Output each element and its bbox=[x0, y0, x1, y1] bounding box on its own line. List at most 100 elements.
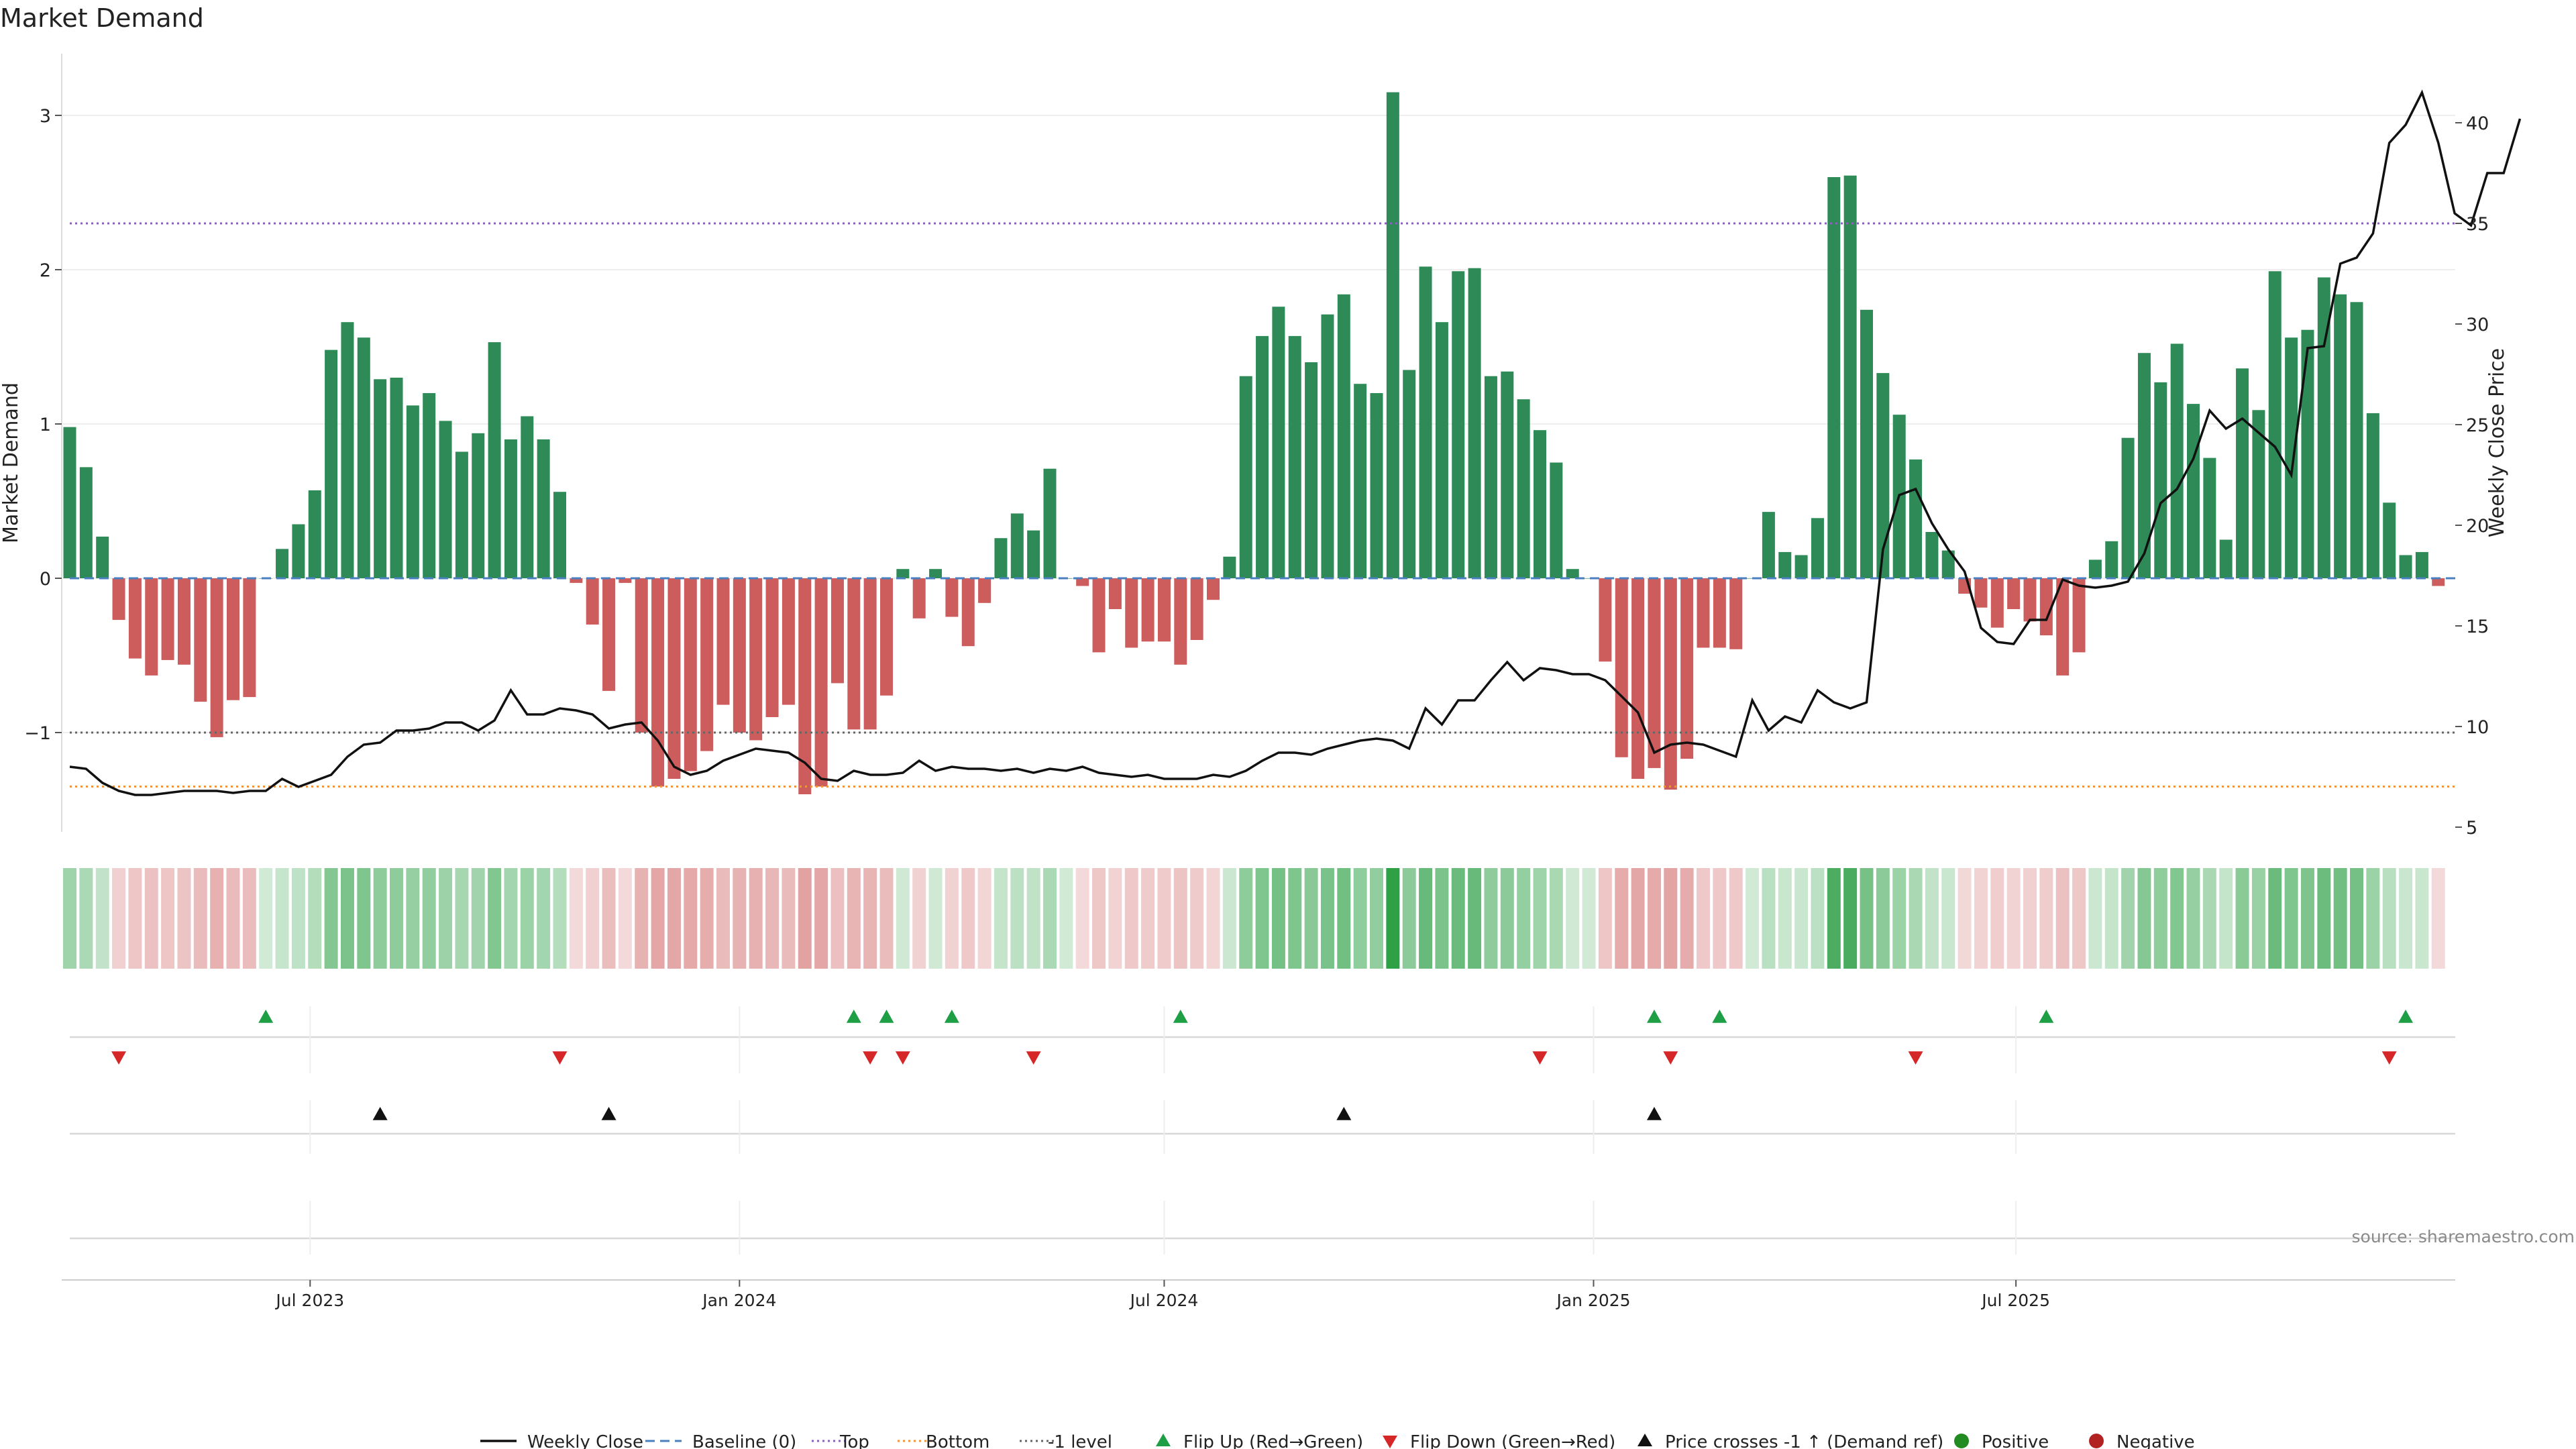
demand-bar bbox=[978, 578, 991, 603]
demand-bar bbox=[1778, 551, 1792, 578]
heat-cell bbox=[242, 868, 256, 969]
demand-bar bbox=[177, 578, 191, 665]
heat-cell bbox=[977, 868, 991, 969]
demand-bar bbox=[929, 569, 943, 578]
legend-label: Flip Down (Green→Red) bbox=[1410, 1432, 1615, 1449]
demand-bar bbox=[112, 578, 125, 621]
demand-bar bbox=[1762, 512, 1775, 578]
demand-bar bbox=[1337, 294, 1350, 578]
heat-cell bbox=[177, 868, 191, 969]
heat-cell bbox=[63, 868, 76, 969]
heat-cell bbox=[520, 868, 534, 969]
demand-bar bbox=[79, 467, 93, 578]
heat-cell bbox=[95, 868, 109, 969]
heat-cell bbox=[259, 868, 273, 969]
heat-cell bbox=[1794, 868, 1809, 969]
right-tick-label: 30 bbox=[2466, 315, 2489, 335]
demand-bar bbox=[1811, 518, 1824, 578]
heat-cell bbox=[1402, 868, 1416, 969]
demand-bar bbox=[1190, 578, 1203, 640]
reference-lines bbox=[70, 222, 2455, 788]
demand-bar bbox=[1174, 578, 1187, 665]
heat-cell bbox=[210, 868, 224, 969]
right-tick-label: 25 bbox=[2466, 415, 2489, 436]
chart-title: Market Demand bbox=[0, 3, 204, 33]
demand-bar bbox=[1713, 578, 1726, 648]
demand-bar bbox=[1648, 578, 1661, 768]
weekly-close-line bbox=[69, 89, 2522, 796]
heat-cell bbox=[1582, 868, 1596, 969]
heat-cell bbox=[1827, 868, 1841, 969]
heat-cell bbox=[635, 868, 649, 969]
demand-bar bbox=[2383, 502, 2396, 578]
heat-cell bbox=[161, 868, 175, 969]
heat-cell bbox=[1941, 868, 1955, 969]
heat-cell bbox=[1059, 868, 1073, 969]
flip-down-marker bbox=[1026, 1051, 1041, 1065]
demand-bar bbox=[1990, 578, 2004, 628]
heat-cell bbox=[291, 868, 305, 969]
heat-cell bbox=[373, 868, 387, 969]
demand-bar bbox=[2268, 271, 2282, 578]
heat-cell bbox=[1468, 868, 1482, 969]
heat-cell bbox=[2251, 868, 2265, 969]
heat-cell bbox=[1386, 868, 1400, 969]
heat-cell bbox=[2202, 868, 2216, 969]
demand-bar bbox=[1860, 309, 1873, 578]
demand-bar bbox=[994, 538, 1008, 578]
heat-cell bbox=[700, 868, 714, 969]
demand-bar bbox=[814, 578, 828, 787]
demand-bar bbox=[961, 578, 975, 647]
demand-bar bbox=[2187, 404, 2200, 578]
heat-cell bbox=[1108, 868, 1122, 969]
heat-cell bbox=[1484, 868, 1498, 969]
legend-label: -1 level bbox=[1048, 1432, 1112, 1449]
heat-cell bbox=[1713, 868, 1727, 969]
heat-cell bbox=[1092, 868, 1106, 969]
left-axis-label: Market Demand bbox=[0, 382, 23, 543]
demand-bar bbox=[2252, 410, 2265, 578]
demand-bar bbox=[2301, 329, 2314, 578]
left-tick-label: 3 bbox=[40, 106, 51, 127]
x-axis: Jul 2023 Jan 2024 Jul 2024 Jan 2025 Jul 2025 bbox=[62, 1279, 2455, 1310]
heat-cell bbox=[471, 868, 485, 969]
demand-bar bbox=[1125, 578, 1138, 648]
demand-bar bbox=[863, 578, 877, 730]
heat-cell bbox=[912, 868, 926, 969]
heat-cell bbox=[1876, 868, 1890, 969]
heat-cell bbox=[112, 868, 126, 969]
legend-label: Positive bbox=[1982, 1432, 2049, 1449]
heat-cell bbox=[1778, 868, 1792, 969]
legend-label: Negative bbox=[2116, 1432, 2195, 1449]
heat-cell bbox=[504, 868, 518, 969]
demand-bar bbox=[733, 578, 746, 733]
heat-cell bbox=[1957, 868, 1972, 969]
demand-bar bbox=[210, 578, 223, 737]
heat-cell bbox=[1288, 868, 1302, 969]
flip-up-marker bbox=[258, 1010, 274, 1023]
demand-bar bbox=[161, 578, 174, 660]
flip-down-marker bbox=[111, 1051, 127, 1065]
flip-up-marker bbox=[846, 1010, 861, 1023]
demand-bars bbox=[63, 92, 2445, 794]
right-axis: 5 10 15 20 25 30 35 40 bbox=[2455, 113, 2489, 839]
flip-up-marker bbox=[879, 1010, 894, 1023]
flip-up-marker bbox=[1646, 1010, 1662, 1023]
heat-cell bbox=[569, 868, 583, 969]
heat-cell bbox=[2104, 868, 2118, 969]
demand-bar bbox=[2137, 353, 2151, 578]
heat-cell bbox=[1729, 868, 1743, 969]
heat-cell bbox=[1549, 868, 1563, 969]
left-axis: −1 0 1 2 3 bbox=[24, 106, 62, 744]
demand-bar bbox=[227, 578, 239, 700]
heat-cell bbox=[2121, 868, 2135, 969]
heat-cell bbox=[2317, 868, 2331, 969]
heat-cell bbox=[2268, 868, 2282, 969]
heat-cell bbox=[879, 868, 894, 969]
heat-cell bbox=[1843, 868, 1858, 969]
flip-down-marker bbox=[1908, 1051, 1923, 1065]
left-tick-label: 1 bbox=[40, 415, 51, 435]
right-tick-label: 35 bbox=[2466, 214, 2489, 235]
legend-label: Top bbox=[839, 1432, 869, 1449]
